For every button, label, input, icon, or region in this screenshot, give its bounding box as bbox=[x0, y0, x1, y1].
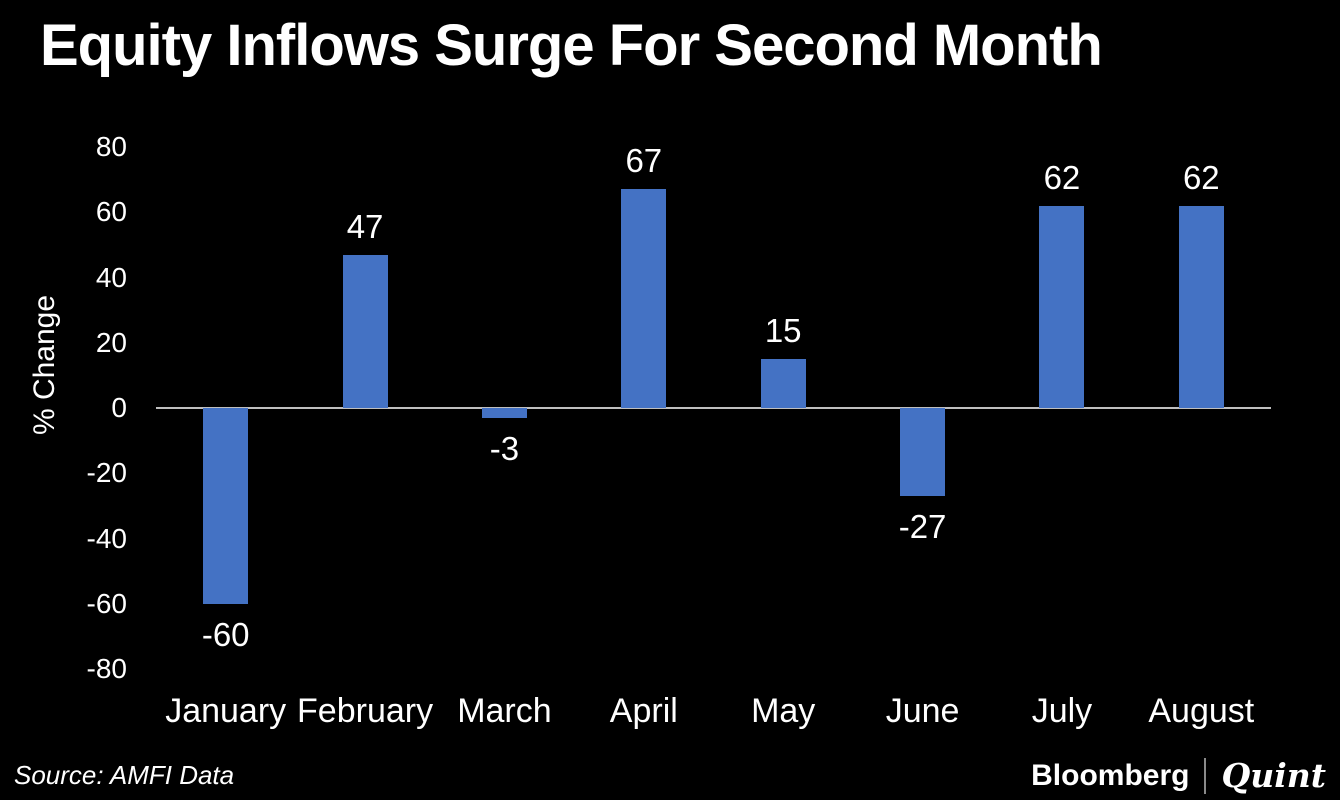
y-tick-label: 20 bbox=[95, 326, 127, 358]
y-tick-label: -80 bbox=[86, 653, 127, 684]
x-axis-zero-line bbox=[156, 407, 1271, 409]
x-tick-label: June bbox=[885, 692, 960, 730]
bar-august bbox=[1178, 205, 1224, 408]
source-label: Source: AMFI Data bbox=[14, 760, 235, 790]
bar-value-label: -3 bbox=[489, 429, 520, 467]
bar-june bbox=[900, 408, 946, 497]
brand-logo: Bloomberg Quint bbox=[1031, 756, 1326, 795]
bar-january bbox=[203, 408, 249, 604]
bar-value-label: 67 bbox=[625, 142, 663, 180]
bar-may bbox=[760, 359, 806, 408]
bar-value-label: 62 bbox=[1182, 158, 1220, 196]
plot-area: 80 60 40 20 0 -20 -40 -60 -80 -60 January 47 Februar… bbox=[87, 133, 1271, 728]
y-tick-label: -60 bbox=[86, 587, 127, 619]
x-tick-label: April bbox=[609, 692, 678, 730]
x-tick-label: February bbox=[297, 692, 434, 730]
x-tick-label: May bbox=[751, 692, 816, 730]
y-tick-label: 80 bbox=[95, 131, 127, 162]
bar-july bbox=[1039, 205, 1085, 408]
chart-title: Equity Inflows Surge For Second Month bbox=[40, 13, 1103, 78]
bar-value-label: -27 bbox=[898, 508, 947, 546]
brand-divider-line bbox=[1204, 757, 1207, 794]
quint-wordmark: Quint bbox=[1221, 756, 1326, 795]
x-tick-label: July bbox=[1031, 692, 1093, 730]
bar-april bbox=[621, 189, 667, 408]
bar-value-label: 62 bbox=[1043, 158, 1081, 196]
x-tick-label: March bbox=[457, 692, 552, 730]
y-tick-label: 40 bbox=[95, 261, 127, 293]
y-tick-label: -40 bbox=[86, 522, 127, 554]
y-tick-label: 60 bbox=[95, 196, 127, 228]
bar-value-label: 47 bbox=[346, 207, 384, 245]
x-tick-label: January bbox=[165, 692, 287, 730]
bar-march bbox=[481, 408, 527, 418]
y-tick-label: 0 bbox=[111, 392, 127, 423]
bar-value-label: 15 bbox=[764, 312, 802, 350]
bar-february bbox=[342, 254, 388, 408]
x-tick-label: August bbox=[1148, 692, 1255, 730]
bloomberg-wordmark: Bloomberg bbox=[1031, 758, 1190, 792]
y-tick-label: -20 bbox=[86, 457, 127, 489]
bar-value-label: -60 bbox=[201, 615, 250, 653]
